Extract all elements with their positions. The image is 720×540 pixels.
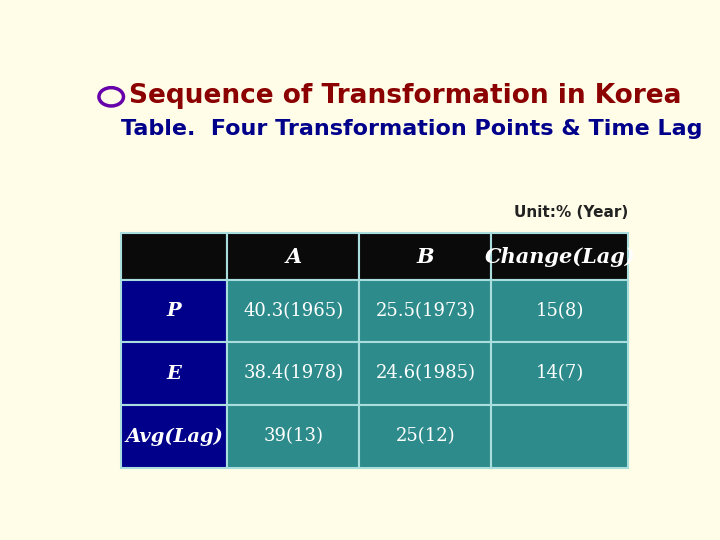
- Text: 24.6(1985): 24.6(1985): [375, 364, 475, 382]
- FancyBboxPatch shape: [359, 404, 491, 468]
- FancyBboxPatch shape: [121, 342, 228, 404]
- Text: Table.  Four Transformation Points & Time Lag: Table. Four Transformation Points & Time…: [121, 119, 702, 139]
- FancyBboxPatch shape: [121, 233, 228, 280]
- Text: 14(7): 14(7): [536, 364, 584, 382]
- Text: A: A: [285, 247, 302, 267]
- Text: 25.5(1973): 25.5(1973): [375, 302, 475, 320]
- FancyBboxPatch shape: [121, 404, 228, 468]
- Text: Sequence of Transformation in Korea: Sequence of Transformation in Korea: [129, 83, 682, 109]
- FancyBboxPatch shape: [228, 233, 359, 280]
- FancyBboxPatch shape: [228, 404, 359, 468]
- FancyBboxPatch shape: [359, 280, 491, 342]
- Text: P: P: [167, 302, 181, 320]
- Text: 15(8): 15(8): [536, 302, 584, 320]
- FancyBboxPatch shape: [228, 342, 359, 404]
- Text: 25(12): 25(12): [395, 428, 455, 445]
- Text: E: E: [166, 364, 181, 382]
- FancyBboxPatch shape: [359, 342, 491, 404]
- Text: 38.4(1978): 38.4(1978): [243, 364, 343, 382]
- Text: Unit:% (Year): Unit:% (Year): [514, 205, 629, 220]
- FancyBboxPatch shape: [491, 280, 629, 342]
- FancyBboxPatch shape: [491, 233, 629, 280]
- FancyBboxPatch shape: [359, 233, 491, 280]
- FancyBboxPatch shape: [121, 280, 228, 342]
- Text: 40.3(1965): 40.3(1965): [243, 302, 343, 320]
- Text: 39(13): 39(13): [264, 428, 323, 445]
- FancyBboxPatch shape: [228, 280, 359, 342]
- Text: Change(Lag): Change(Lag): [485, 247, 635, 267]
- FancyBboxPatch shape: [491, 342, 629, 404]
- FancyBboxPatch shape: [491, 404, 629, 468]
- Text: B: B: [417, 247, 434, 267]
- Text: Avg(Lag): Avg(Lag): [125, 427, 223, 446]
